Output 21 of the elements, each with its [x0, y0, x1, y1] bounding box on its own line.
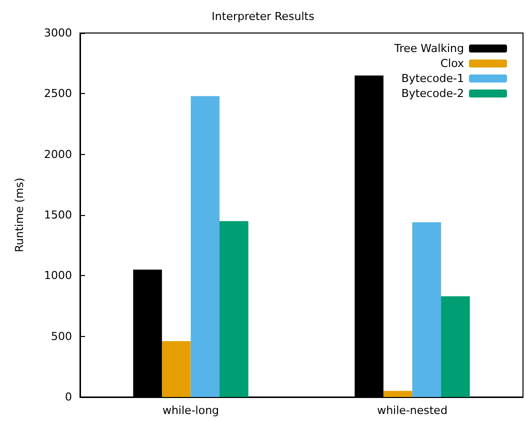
bar [190, 96, 220, 397]
y-tick-label: 2500 [44, 87, 72, 100]
bar [220, 221, 248, 397]
x-tick-label: while-nested [377, 404, 448, 417]
y-tick-label: 0 [65, 390, 72, 404]
bar [383, 390, 412, 397]
legend-label: Bytecode-1 [401, 72, 464, 85]
x-tick-label: while-long [162, 404, 220, 417]
bar [162, 341, 191, 397]
legend-label: Clox [440, 57, 464, 70]
bar [441, 296, 470, 397]
legend-label: Tree Walking [393, 42, 464, 55]
chart-title: Interpreter Results [212, 10, 315, 23]
y-tick-label: 1500 [44, 208, 72, 222]
y-tick-label: 500 [51, 330, 72, 343]
y-axis-title: Runtime (ms) [13, 178, 26, 252]
y-tick-label: 3000 [44, 26, 72, 40]
y-tick-label: 2000 [44, 148, 72, 161]
legend-label: Bytecode-2 [401, 87, 464, 100]
y-tick-label: 1000 [44, 269, 72, 282]
bar [412, 222, 442, 397]
